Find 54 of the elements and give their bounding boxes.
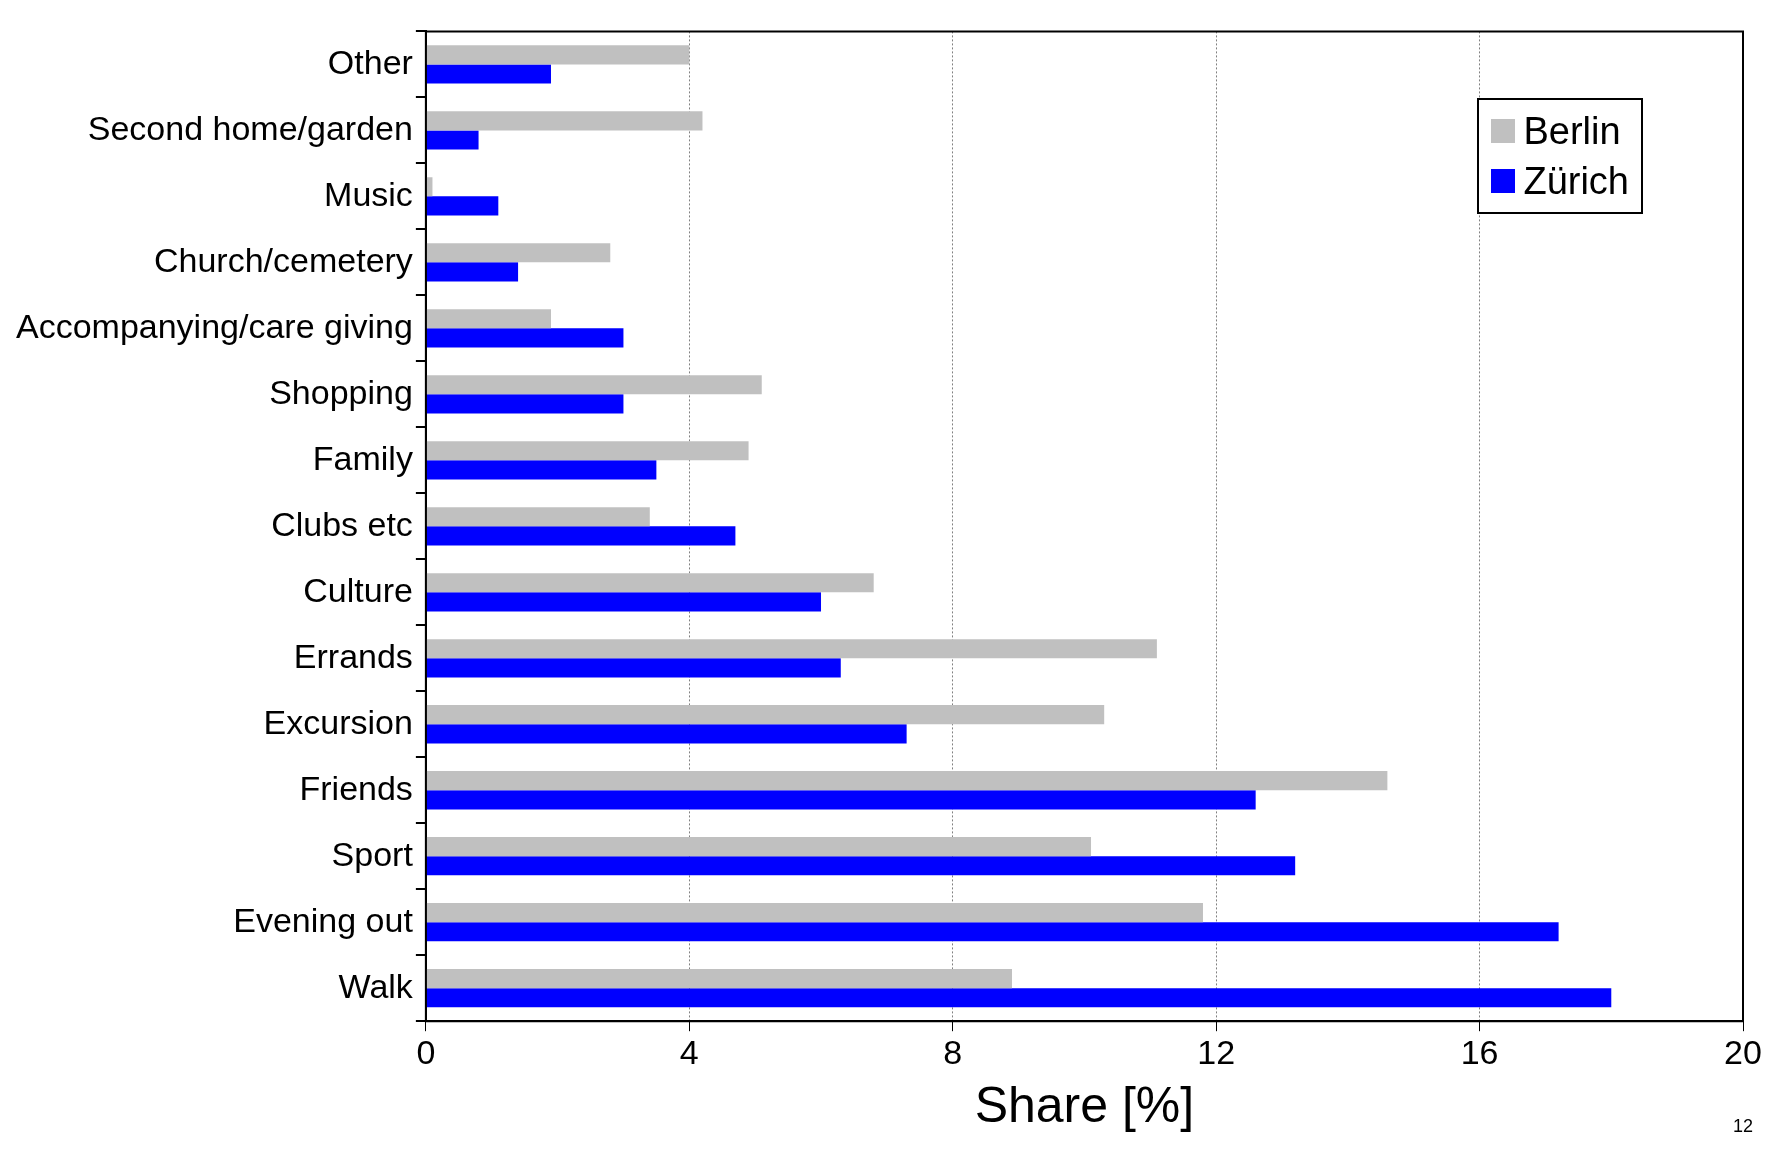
y-tick-label: Clubs etc [271,504,413,543]
y-tick-label: Walk [338,966,414,1005]
y-tick-label: Friends [299,768,413,807]
y-tick-label: Excursion [263,702,413,741]
y-tick-label: Sport [331,834,414,873]
bar [426,507,650,527]
bar [426,375,762,395]
bar [426,705,1105,725]
bar [426,639,1157,659]
y-tick-label: Culture [303,570,413,609]
y-tick-label: Evening out [233,900,414,939]
bar [426,573,874,593]
bar [426,394,624,414]
y-tick-label: Music [324,174,413,213]
x-tick-label: 16 [1460,1032,1499,1071]
y-tick-label: Errands [293,636,413,675]
y-tick-label: Shopping [269,372,413,411]
bar [426,856,1296,876]
bar [426,243,611,263]
x-tick-label: 12 [1197,1032,1236,1071]
bar [426,724,907,744]
bar [426,771,1388,791]
legend-label: Zürich [1523,159,1629,204]
bar [426,526,736,546]
y-tick-label: Accompanying/care giving [15,306,413,345]
x-axis-title: Share [%] [974,1076,1195,1133]
bar [426,328,624,348]
bar [426,460,657,480]
text: 12 [1732,1116,1753,1136]
bar [426,922,1559,942]
bar [426,969,1012,989]
bar [426,309,551,329]
y-tick-label: Church/cemetery [154,240,413,279]
x-tick-label: 0 [416,1032,436,1071]
x-tick-label: 4 [679,1032,699,1071]
bar [426,658,841,678]
y-tick-label: Other [327,42,413,81]
x-tick-label: 20 [1724,1032,1762,1071]
y-tick-label: Second home/garden [87,108,413,147]
bar [426,837,1092,857]
bar [426,262,519,282]
bar [426,903,1203,923]
x-tick-label: 8 [943,1032,963,1071]
bar [426,441,749,461]
bar [426,592,822,612]
bar [426,196,499,216]
bar [426,64,551,84]
bar [426,130,479,150]
bar [426,988,1612,1008]
legend-label: Berlin [1523,109,1621,154]
bar [426,45,690,65]
y-tick-label: Family [312,438,413,477]
bar [426,111,703,131]
bar [426,790,1256,810]
